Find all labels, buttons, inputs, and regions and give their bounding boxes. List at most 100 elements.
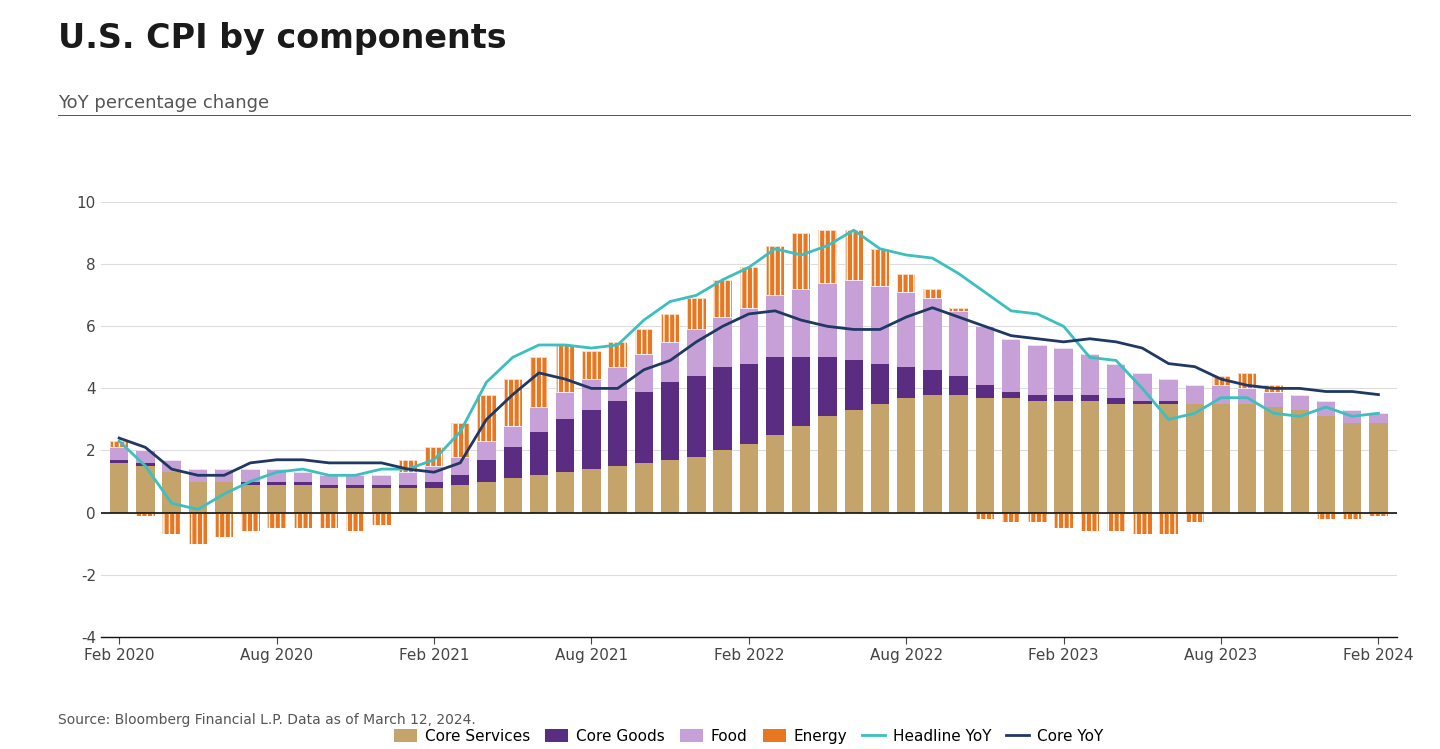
Bar [897, 398, 916, 512]
Bar [1185, 385, 1204, 404]
Bar [1185, 512, 1204, 522]
Bar [294, 512, 312, 528]
Bar [425, 447, 444, 466]
Bar [609, 342, 626, 367]
Bar [792, 357, 811, 425]
Bar [504, 447, 521, 479]
Bar [294, 512, 312, 528]
Bar [137, 463, 154, 466]
Bar [1185, 512, 1204, 522]
Bar [1028, 345, 1047, 395]
Bar [556, 472, 575, 512]
Bar [897, 273, 916, 292]
Bar [215, 482, 233, 512]
Bar [346, 512, 364, 531]
Bar [1264, 407, 1283, 512]
Bar [1238, 389, 1257, 404]
Bar [163, 460, 181, 472]
Bar [189, 512, 207, 544]
Bar [399, 485, 418, 488]
Bar [530, 432, 549, 476]
Bar [766, 295, 785, 357]
Bar [451, 422, 469, 457]
Bar [109, 441, 128, 447]
Bar [320, 512, 338, 528]
Bar [425, 488, 444, 512]
Bar [240, 512, 259, 531]
Bar [240, 469, 259, 482]
Bar [294, 485, 312, 512]
Bar [137, 466, 154, 512]
Bar [1344, 419, 1361, 422]
Bar [1028, 395, 1047, 401]
Bar [556, 345, 575, 392]
Bar [268, 482, 285, 485]
Bar [137, 512, 154, 515]
Bar [1054, 348, 1073, 395]
Bar [687, 298, 706, 330]
Bar [109, 441, 128, 447]
Bar [1133, 512, 1152, 534]
Bar [740, 444, 757, 512]
Bar [1212, 385, 1230, 404]
Bar [477, 441, 495, 460]
Bar [556, 345, 575, 392]
Bar [1344, 419, 1361, 512]
Bar [740, 267, 757, 308]
Bar [609, 367, 626, 401]
Bar [1133, 373, 1152, 401]
Bar [1369, 512, 1388, 515]
Bar [976, 398, 994, 512]
Bar [582, 469, 600, 512]
Bar [425, 447, 444, 466]
Bar [530, 357, 549, 407]
Bar [373, 488, 390, 512]
Bar [740, 308, 757, 363]
Bar [897, 292, 916, 367]
Bar [240, 512, 259, 531]
Bar [1159, 401, 1178, 404]
Bar [976, 512, 994, 519]
Bar [687, 330, 706, 376]
Bar [766, 435, 785, 512]
Bar [346, 485, 364, 488]
Bar [1344, 410, 1361, 422]
Bar [1159, 512, 1178, 534]
Bar [582, 410, 600, 469]
Bar [844, 410, 863, 512]
Bar [373, 476, 390, 485]
Bar [897, 273, 916, 292]
Bar [635, 463, 654, 512]
Bar [1344, 512, 1361, 519]
Bar [320, 512, 338, 528]
Bar [163, 472, 181, 512]
Text: Source: Bloomberg Financial L.P. Data as of March 12, 2024.: Source: Bloomberg Financial L.P. Data as… [58, 712, 475, 727]
Bar [373, 485, 390, 488]
Bar [451, 485, 469, 512]
Bar [949, 308, 968, 311]
Bar [1054, 401, 1073, 512]
Bar [109, 463, 128, 512]
Bar [1316, 512, 1335, 519]
Bar [399, 460, 418, 472]
Bar [109, 460, 128, 463]
Bar [976, 512, 994, 519]
Bar [163, 512, 181, 534]
Bar [451, 422, 469, 457]
Bar [792, 233, 811, 289]
Bar [240, 482, 259, 485]
Bar [399, 472, 418, 485]
Bar [346, 476, 364, 485]
Bar [635, 330, 654, 354]
Bar [477, 395, 495, 441]
Bar [1212, 376, 1230, 385]
Bar [1344, 512, 1361, 519]
Bar [582, 351, 600, 379]
Bar [504, 379, 521, 425]
Bar [373, 512, 390, 525]
Bar [1028, 512, 1047, 522]
Bar [1264, 392, 1283, 407]
Bar [294, 472, 312, 482]
Bar [976, 385, 994, 398]
Bar [897, 367, 916, 398]
